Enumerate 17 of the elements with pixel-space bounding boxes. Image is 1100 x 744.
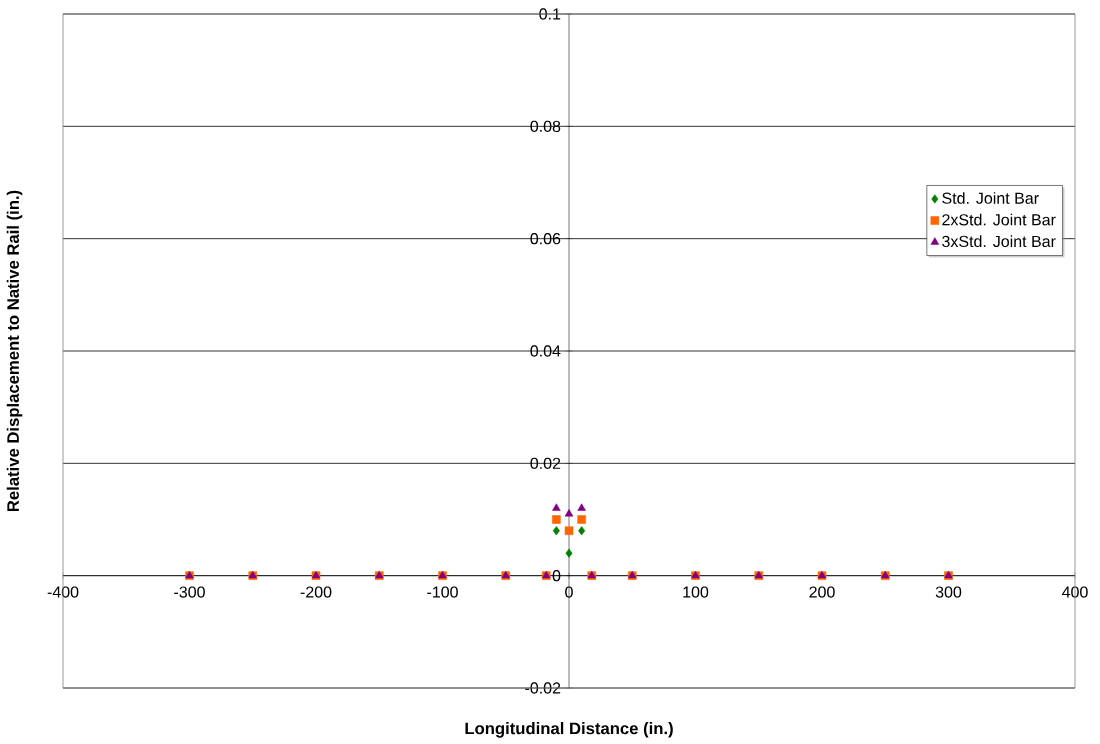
legend-label: 3xStd. Joint Bar	[942, 235, 1056, 248]
y-axis-title: Relative Displacement to Native Rail (in.)	[6, 190, 23, 512]
legend-label: Std. Joint Bar	[942, 192, 1039, 204]
y-tick-label: 0.1	[539, 8, 561, 20]
x-tick-label: -100	[427, 586, 458, 598]
x-tick-label: -400	[47, 586, 79, 598]
y-tick-label: 0.04	[530, 345, 561, 357]
x-tick-label: 300	[935, 586, 962, 598]
legend-label: 2xStd. Joint Bar	[942, 213, 1056, 226]
x-tick-label: 100	[683, 586, 709, 598]
y-tick-label: -0.02	[525, 682, 561, 694]
x-tick-label: -200	[300, 586, 332, 598]
x-tick-label: -300	[174, 586, 205, 598]
x-tick-label: 0	[565, 586, 573, 598]
x-tick-label: 200	[809, 586, 835, 598]
x-tick-label: 400	[1062, 586, 1088, 598]
x-axis-title: Longitudinal Distance (in.)	[465, 722, 673, 738]
